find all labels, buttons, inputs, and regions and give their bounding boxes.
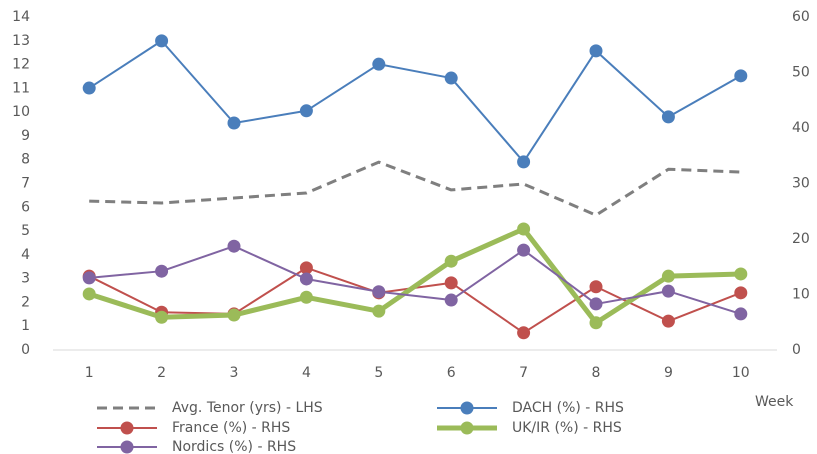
y2-tick-label: 60 — [792, 9, 810, 25]
series-line — [89, 245, 742, 315]
x-tick-label: 9 — [664, 365, 673, 381]
y2-tick-label: 30 — [792, 176, 810, 192]
marker — [372, 285, 386, 299]
x-tick-label: 4 — [302, 365, 311, 381]
legend-marker — [120, 440, 134, 454]
marker — [444, 254, 458, 268]
marker — [734, 286, 748, 300]
y-tick-label: 11 — [12, 80, 30, 96]
series-line — [88, 226, 741, 326]
series-line — [89, 160, 741, 217]
y2-tick-label: 50 — [792, 65, 810, 81]
marker — [517, 155, 531, 169]
y2-tick-label: 40 — [792, 120, 810, 136]
marker — [372, 304, 386, 318]
x-tick-label: 10 — [732, 365, 750, 381]
marker — [444, 71, 458, 85]
marker — [227, 116, 241, 130]
legend-marker — [460, 421, 474, 435]
y-tick-label: 5 — [21, 223, 30, 239]
marker — [517, 243, 531, 257]
legend-marker — [120, 421, 134, 435]
marker — [517, 326, 531, 340]
marker — [82, 287, 96, 301]
marker — [155, 264, 169, 278]
x-axis-label: Week — [755, 394, 794, 410]
y-tick-label: 4 — [21, 247, 30, 263]
y2-tick-label: 20 — [792, 231, 810, 247]
marker — [661, 110, 675, 124]
series-line — [88, 266, 742, 334]
marker — [734, 69, 748, 83]
y-tick-label: 6 — [21, 199, 30, 215]
legend-label: Avg. Tenor (yrs) - LHS — [172, 400, 323, 416]
x-tick-label: 6 — [447, 365, 456, 381]
y-tick-label: 1 — [21, 318, 30, 334]
marker — [82, 271, 96, 285]
marker — [155, 34, 169, 48]
y-tick-label: 9 — [21, 128, 30, 144]
x-tick-label: 3 — [230, 365, 239, 381]
legend-label: DACH (%) - RHS — [512, 400, 624, 416]
marker — [82, 81, 96, 95]
legend-label: UK/IR (%) - RHS — [512, 420, 622, 436]
y-tick-label: 12 — [12, 57, 30, 73]
marker — [661, 284, 675, 298]
y-tick-label: 14 — [12, 9, 30, 25]
y-tick-label: 3 — [21, 271, 30, 287]
marker — [299, 104, 313, 118]
marker — [299, 261, 313, 275]
series-line — [88, 39, 742, 163]
x-tick-label: 1 — [85, 365, 94, 381]
marker — [444, 276, 458, 290]
y2-tick-label: 10 — [792, 287, 810, 303]
legend-label: France (%) - RHS — [172, 420, 290, 436]
marker — [661, 314, 675, 328]
legend-marker — [460, 401, 474, 415]
y-tick-label: 13 — [12, 33, 30, 49]
y-tick-label: 0 — [21, 342, 30, 358]
marker — [589, 297, 603, 311]
marker — [299, 290, 313, 304]
marker — [227, 308, 241, 322]
marker — [589, 44, 603, 58]
legend-label: Nordics (%) - RHS — [172, 439, 296, 454]
marker — [517, 222, 531, 236]
marker — [155, 310, 169, 324]
y-tick-label: 10 — [12, 104, 30, 120]
y2-tick-label: 0 — [792, 342, 801, 358]
y-tick-label: 7 — [21, 176, 30, 192]
marker — [589, 316, 603, 330]
marker — [227, 239, 241, 253]
marker — [444, 293, 458, 307]
marker — [589, 280, 603, 294]
x-tick-label: 7 — [519, 365, 528, 381]
x-tick-label: 8 — [592, 365, 601, 381]
marker — [734, 307, 748, 321]
marker — [661, 269, 675, 283]
y-tick-label: 2 — [21, 294, 30, 310]
marker — [372, 57, 386, 71]
x-tick-label: 2 — [157, 365, 166, 381]
x-tick-label: 5 — [374, 365, 383, 381]
y-tick-label: 8 — [21, 152, 30, 168]
marker — [299, 272, 313, 286]
marker — [734, 267, 748, 281]
